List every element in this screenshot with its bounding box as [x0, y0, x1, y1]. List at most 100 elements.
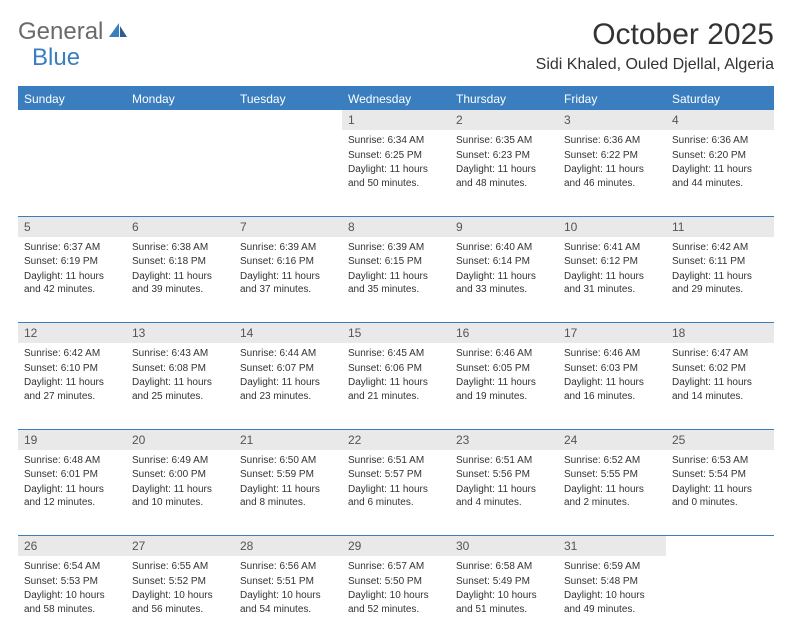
sunrise-line: Sunrise: 6:53 AM: [672, 454, 768, 468]
day-number-cell: 24: [558, 429, 666, 450]
sunset-line: Sunset: 5:55 PM: [564, 468, 660, 482]
daylight-line: Daylight: 11 hours and 50 minutes.: [348, 163, 444, 190]
day-detail-cell: Sunrise: 6:41 AMSunset: 6:12 PMDaylight:…: [558, 237, 666, 323]
weekday-header: Sunday: [18, 87, 126, 110]
sunset-line: Sunset: 6:16 PM: [240, 255, 336, 269]
daylight-line: Daylight: 11 hours and 14 minutes.: [672, 376, 768, 403]
sunrise-line: Sunrise: 6:40 AM: [456, 241, 552, 255]
day-detail-cell: Sunrise: 6:43 AMSunset: 6:08 PMDaylight:…: [126, 343, 234, 429]
day-detail-cell: Sunrise: 6:34 AMSunset: 6:25 PMDaylight:…: [342, 130, 450, 216]
day-detail: Sunrise: 6:50 AMSunset: 5:59 PMDaylight:…: [234, 450, 342, 517]
detail-row: Sunrise: 6:42 AMSunset: 6:10 PMDaylight:…: [18, 343, 774, 429]
daylight-line: Daylight: 11 hours and 27 minutes.: [24, 376, 120, 403]
weekday-header: Saturday: [666, 87, 774, 110]
day-number-cell: 6: [126, 216, 234, 237]
sunset-line: Sunset: 6:25 PM: [348, 149, 444, 163]
day-detail: Sunrise: 6:58 AMSunset: 5:49 PMDaylight:…: [450, 556, 558, 623]
day-number-cell: 7: [234, 216, 342, 237]
daylight-line: Daylight: 11 hours and 39 minutes.: [132, 270, 228, 297]
daylight-line: Daylight: 11 hours and 31 minutes.: [564, 270, 660, 297]
day-detail: Sunrise: 6:56 AMSunset: 5:51 PMDaylight:…: [234, 556, 342, 623]
detail-row: Sunrise: 6:34 AMSunset: 6:25 PMDaylight:…: [18, 130, 774, 216]
day-number-cell: 2: [450, 110, 558, 130]
day-number-cell: 9: [450, 216, 558, 237]
weekday-header: Tuesday: [234, 87, 342, 110]
day-detail-cell: Sunrise: 6:39 AMSunset: 6:16 PMDaylight:…: [234, 237, 342, 323]
header: General October 2025 Sidi Khaled, Ouled …: [18, 18, 774, 74]
sunrise-line: Sunrise: 6:56 AM: [240, 560, 336, 574]
day-detail: Sunrise: 6:44 AMSunset: 6:07 PMDaylight:…: [234, 343, 342, 410]
sunset-line: Sunset: 5:49 PM: [456, 575, 552, 589]
day-detail-cell: Sunrise: 6:48 AMSunset: 6:01 PMDaylight:…: [18, 450, 126, 536]
sunrise-line: Sunrise: 6:59 AM: [564, 560, 660, 574]
day-detail-cell: Sunrise: 6:36 AMSunset: 6:20 PMDaylight:…: [666, 130, 774, 216]
daynum-row: 19202122232425: [18, 429, 774, 450]
daylight-line: Daylight: 11 hours and 19 minutes.: [456, 376, 552, 403]
sunrise-line: Sunrise: 6:37 AM: [24, 241, 120, 255]
day-number-cell: [234, 110, 342, 130]
logo-text-blue: Blue: [32, 44, 80, 71]
day-number-cell: 16: [450, 323, 558, 344]
weekday-header: Wednesday: [342, 87, 450, 110]
sunset-line: Sunset: 6:00 PM: [132, 468, 228, 482]
day-number-cell: 31: [558, 536, 666, 557]
sunset-line: Sunset: 6:19 PM: [24, 255, 120, 269]
day-detail: Sunrise: 6:54 AMSunset: 5:53 PMDaylight:…: [18, 556, 126, 623]
day-number-cell: 11: [666, 216, 774, 237]
weekday-header-row: Sunday Monday Tuesday Wednesday Thursday…: [18, 87, 774, 110]
day-number-cell: 4: [666, 110, 774, 130]
day-number-cell: 26: [18, 536, 126, 557]
day-number-cell: 28: [234, 536, 342, 557]
detail-row: Sunrise: 6:48 AMSunset: 6:01 PMDaylight:…: [18, 450, 774, 536]
sunrise-line: Sunrise: 6:55 AM: [132, 560, 228, 574]
sunset-line: Sunset: 6:22 PM: [564, 149, 660, 163]
sunset-line: Sunset: 5:54 PM: [672, 468, 768, 482]
sunrise-line: Sunrise: 6:48 AM: [24, 454, 120, 468]
daylight-line: Daylight: 11 hours and 48 minutes.: [456, 163, 552, 190]
day-detail: Sunrise: 6:51 AMSunset: 5:56 PMDaylight:…: [450, 450, 558, 517]
sunrise-line: Sunrise: 6:44 AM: [240, 347, 336, 361]
day-number-cell: 22: [342, 429, 450, 450]
day-detail: Sunrise: 6:40 AMSunset: 6:14 PMDaylight:…: [450, 237, 558, 304]
sunset-line: Sunset: 6:07 PM: [240, 362, 336, 376]
day-detail: Sunrise: 6:53 AMSunset: 5:54 PMDaylight:…: [666, 450, 774, 517]
sunset-line: Sunset: 6:03 PM: [564, 362, 660, 376]
day-detail-cell: Sunrise: 6:46 AMSunset: 6:03 PMDaylight:…: [558, 343, 666, 429]
day-detail-cell: Sunrise: 6:57 AMSunset: 5:50 PMDaylight:…: [342, 556, 450, 642]
detail-row: Sunrise: 6:54 AMSunset: 5:53 PMDaylight:…: [18, 556, 774, 642]
sunrise-line: Sunrise: 6:51 AM: [456, 454, 552, 468]
day-detail: Sunrise: 6:37 AMSunset: 6:19 PMDaylight:…: [18, 237, 126, 304]
day-detail-cell: Sunrise: 6:53 AMSunset: 5:54 PMDaylight:…: [666, 450, 774, 536]
sunrise-line: Sunrise: 6:57 AM: [348, 560, 444, 574]
daylight-line: Daylight: 11 hours and 16 minutes.: [564, 376, 660, 403]
sunset-line: Sunset: 5:59 PM: [240, 468, 336, 482]
sunrise-line: Sunrise: 6:49 AM: [132, 454, 228, 468]
sunset-line: Sunset: 6:08 PM: [132, 362, 228, 376]
day-detail-cell: Sunrise: 6:51 AMSunset: 5:56 PMDaylight:…: [450, 450, 558, 536]
daylight-line: Daylight: 11 hours and 33 minutes.: [456, 270, 552, 297]
sunrise-line: Sunrise: 6:41 AM: [564, 241, 660, 255]
sunset-line: Sunset: 5:56 PM: [456, 468, 552, 482]
sunrise-line: Sunrise: 6:54 AM: [24, 560, 120, 574]
sunrise-line: Sunrise: 6:36 AM: [672, 134, 768, 148]
day-detail-cell: Sunrise: 6:56 AMSunset: 5:51 PMDaylight:…: [234, 556, 342, 642]
day-detail: Sunrise: 6:45 AMSunset: 6:06 PMDaylight:…: [342, 343, 450, 410]
daylight-line: Daylight: 11 hours and 25 minutes.: [132, 376, 228, 403]
day-detail-cell: Sunrise: 6:54 AMSunset: 5:53 PMDaylight:…: [18, 556, 126, 642]
sunrise-line: Sunrise: 6:39 AM: [348, 241, 444, 255]
sunrise-line: Sunrise: 6:38 AM: [132, 241, 228, 255]
day-detail: Sunrise: 6:36 AMSunset: 6:20 PMDaylight:…: [666, 130, 774, 197]
daylight-line: Daylight: 11 hours and 46 minutes.: [564, 163, 660, 190]
sunset-line: Sunset: 6:20 PM: [672, 149, 768, 163]
day-number-cell: [18, 110, 126, 130]
day-detail-cell: Sunrise: 6:55 AMSunset: 5:52 PMDaylight:…: [126, 556, 234, 642]
weekday-header: Thursday: [450, 87, 558, 110]
sunset-line: Sunset: 6:11 PM: [672, 255, 768, 269]
day-number-cell: [666, 536, 774, 557]
day-number-cell: 23: [450, 429, 558, 450]
daynum-row: 12131415161718: [18, 323, 774, 344]
day-number-cell: 30: [450, 536, 558, 557]
sunset-line: Sunset: 6:02 PM: [672, 362, 768, 376]
sunset-line: Sunset: 6:05 PM: [456, 362, 552, 376]
daylight-line: Daylight: 11 hours and 8 minutes.: [240, 483, 336, 510]
